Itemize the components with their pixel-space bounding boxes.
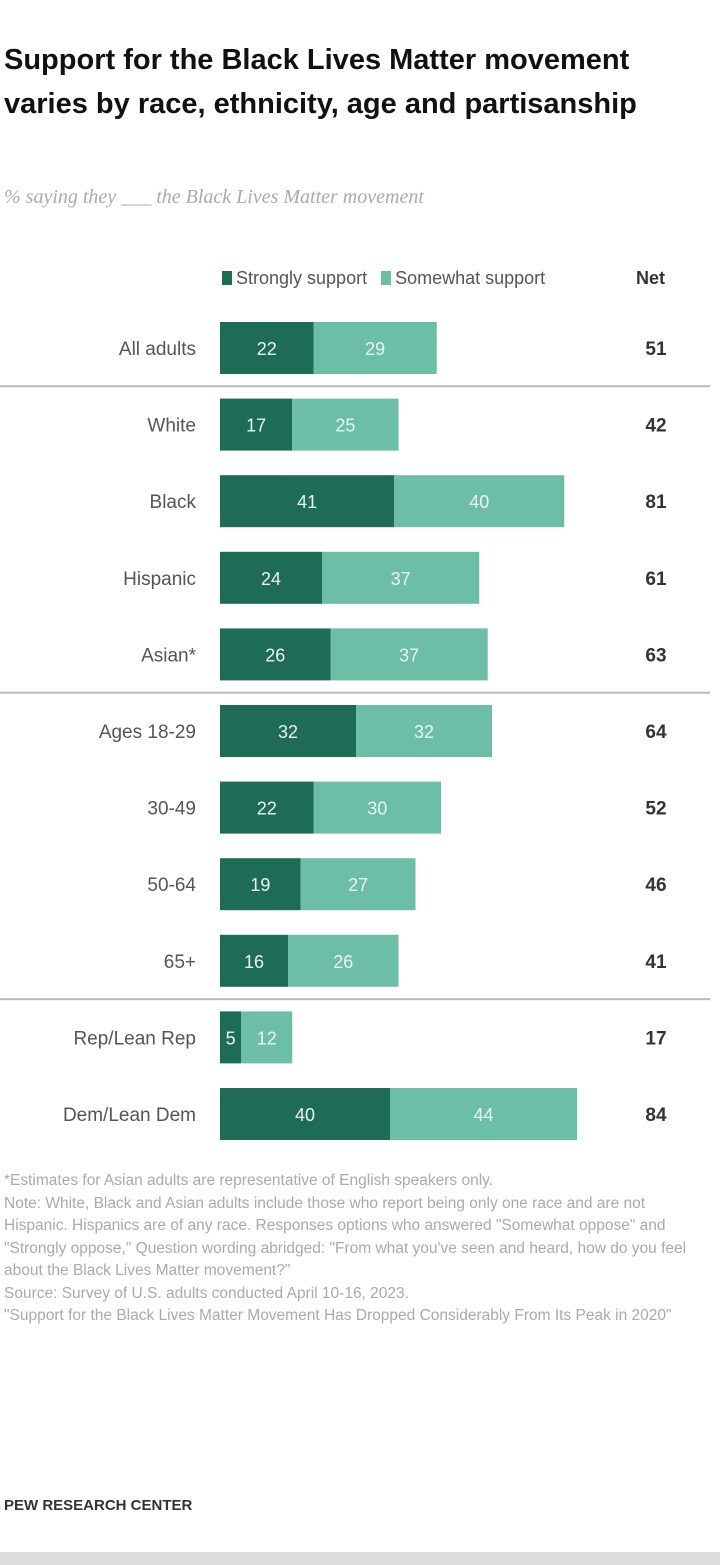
note-main: Note: White, Black and Asian adults incl… xyxy=(4,1194,687,1280)
data-label: 40 xyxy=(469,492,489,512)
net-value: 52 xyxy=(645,799,666,820)
bar-strongly xyxy=(220,1088,390,1140)
data-label: 30 xyxy=(367,799,387,819)
bar-somewhat xyxy=(330,628,488,681)
data-label: 27 xyxy=(348,875,368,895)
data-label: 5 xyxy=(226,1028,236,1048)
category-label: Rep/Lean Rep xyxy=(73,1028,196,1049)
legend-item-strongly: Strongly support xyxy=(222,268,367,289)
bar-somewhat xyxy=(356,705,492,757)
data-label: 40 xyxy=(295,1105,315,1125)
data-label: 26 xyxy=(265,645,285,665)
category-label: Dem/Lean Dem xyxy=(63,1105,196,1126)
legend-label-somewhat: Somewhat support xyxy=(395,268,546,288)
bar-somewhat xyxy=(390,1088,577,1140)
category-label: White xyxy=(147,416,196,437)
note-report: "Support for the Black Lives Matter Move… xyxy=(4,1307,672,1324)
legend-item-somewhat: Somewhat support xyxy=(381,268,545,289)
net-value: 51 xyxy=(645,339,667,360)
bar-somewhat xyxy=(292,398,399,451)
data-label: 32 xyxy=(278,722,298,742)
bar-strongly xyxy=(220,475,395,528)
bar-chart: All adults 22 29 51 White 17 25 42 Black 41 40 81 Hi… xyxy=(0,322,710,1140)
bar-strongly xyxy=(220,398,293,451)
category-label: 50-64 xyxy=(147,875,196,896)
legend-swatch-strongly xyxy=(222,271,232,285)
bar-strongly xyxy=(220,1011,242,1064)
data-label: 32 xyxy=(414,722,434,742)
data-label: 17 xyxy=(246,416,266,436)
bar-strongly xyxy=(220,781,314,834)
bottom-bar xyxy=(0,1552,720,1565)
data-label: 37 xyxy=(391,569,411,589)
bar-somewhat xyxy=(313,781,441,834)
legend: Strongly support Somewhat support xyxy=(222,268,545,289)
bar-strongly xyxy=(220,934,288,987)
data-label: 16 xyxy=(244,952,264,972)
data-label: 24 xyxy=(261,569,281,589)
data-label: 41 xyxy=(297,492,317,512)
category-label: Black xyxy=(150,492,197,513)
note-source: Source: Survey of U.S. adults conducted … xyxy=(4,1284,409,1302)
bar-strongly xyxy=(220,322,314,374)
data-label: 12 xyxy=(257,1028,277,1048)
data-label: 22 xyxy=(257,799,277,819)
net-value: 46 xyxy=(645,875,666,896)
net-value: 41 xyxy=(645,952,667,973)
data-label: 44 xyxy=(473,1105,493,1125)
net-value: 17 xyxy=(645,1028,666,1049)
chart-title: Support for the Black Lives Matter movem… xyxy=(4,44,637,120)
bar-strongly xyxy=(220,858,301,911)
category-label: All adults xyxy=(119,339,196,360)
net-column-header: Net xyxy=(636,268,666,288)
bar-somewhat xyxy=(300,858,416,911)
category-label: 65+ xyxy=(164,952,196,973)
notes: *Estimates for Asian adults are represen… xyxy=(4,1170,704,1328)
bar-strongly xyxy=(220,551,322,604)
net-value: 61 xyxy=(645,569,667,590)
bar-strongly xyxy=(220,628,331,681)
net-value: 64 xyxy=(645,722,667,743)
net-value: 63 xyxy=(645,645,666,666)
bar-strongly xyxy=(220,705,356,757)
data-label: 29 xyxy=(365,339,385,359)
bar-somewhat xyxy=(241,1011,293,1064)
bar-somewhat xyxy=(394,475,565,528)
data-label: 25 xyxy=(335,416,355,436)
category-label: Asian* xyxy=(141,645,197,666)
bar-somewhat xyxy=(322,551,480,604)
category-label: 30-49 xyxy=(147,799,196,820)
source-org-logo: PEW RESEARCH CENTER xyxy=(4,1497,193,1514)
net-value: 42 xyxy=(645,416,666,437)
category-label: Ages 18-29 xyxy=(99,722,196,743)
net-value: 81 xyxy=(645,492,667,513)
bar-somewhat xyxy=(288,934,399,987)
net-value: 84 xyxy=(645,1105,667,1126)
data-label: 26 xyxy=(333,952,353,972)
legend-swatch-somewhat xyxy=(381,271,392,285)
bar-somewhat xyxy=(313,322,437,374)
data-label: 22 xyxy=(257,339,277,359)
data-label: 37 xyxy=(399,645,419,665)
data-label: 19 xyxy=(250,875,270,895)
legend-label-strongly: Strongly support xyxy=(236,268,368,288)
note-asterisk: *Estimates for Asian adults are represen… xyxy=(4,1172,494,1189)
category-label: Hispanic xyxy=(123,569,196,590)
chart-subtitle: % saying they ___ the Black Lives Matter… xyxy=(4,186,424,208)
